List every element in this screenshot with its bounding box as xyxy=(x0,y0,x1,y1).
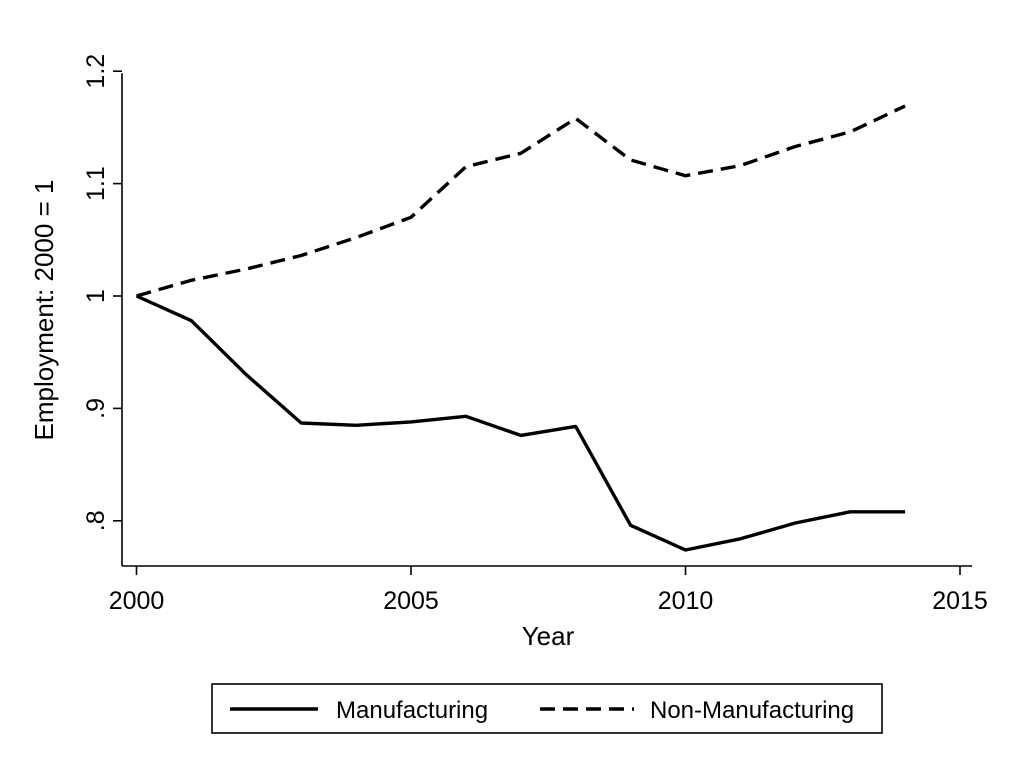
series-line-manufacturing xyxy=(135,294,906,552)
legend: Manufacturing Non-Manufacturing xyxy=(211,683,883,734)
y-tick-label: .9 xyxy=(82,398,110,419)
x-axis: 2000 2005 2010 2015 xyxy=(109,565,988,615)
series-line-non-manufacturing xyxy=(136,104,906,298)
y-axis: .8 .9 1 1.1 1.2 xyxy=(82,54,123,566)
x-tick-label: 2000 xyxy=(109,587,165,615)
x-axis-title: Year xyxy=(522,621,575,651)
x-tick-label: 2010 xyxy=(658,587,714,615)
y-tick-label: 1 xyxy=(82,289,110,303)
series-layer xyxy=(135,104,906,552)
y-tick-label: .8 xyxy=(82,510,110,531)
x-tick-label: 2005 xyxy=(383,587,439,615)
legend-label: Manufacturing xyxy=(336,697,488,724)
x-tick-label: 2015 xyxy=(932,587,988,615)
legend-label: Non-Manufacturing xyxy=(650,697,854,724)
y-axis-title: Employment: 2000 = 1 xyxy=(29,180,59,441)
y-tick-label: 1.1 xyxy=(82,166,110,201)
y-tick-label: 1.2 xyxy=(82,54,110,89)
